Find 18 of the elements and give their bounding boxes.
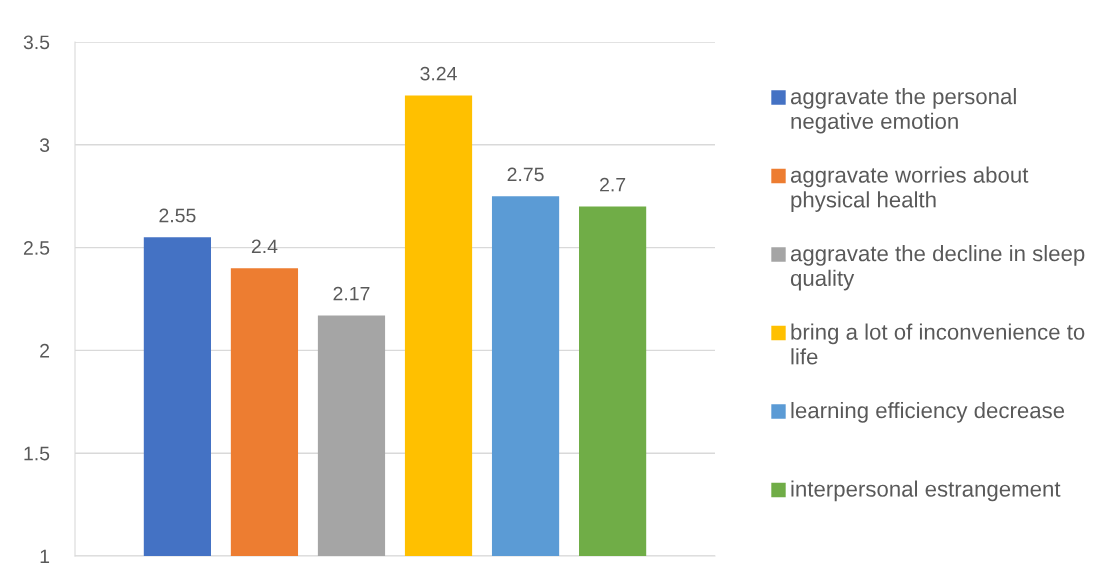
data-label: 2.55: [159, 208, 196, 223]
legend-label: aggravate the personal negative emotion: [790, 88, 1016, 134]
data-label: 2.17: [333, 286, 370, 301]
legend-label: bring a lot of inconvenience to life: [791, 323, 1085, 365]
y-tick-label: 2.5: [23, 241, 50, 255]
y-tick-label: 3.5: [23, 35, 50, 50]
legend-label: interpersonal estrangement: [791, 480, 1061, 502]
data-label: 3.24: [420, 66, 457, 81]
data-label: 2.75: [507, 167, 544, 182]
y-tick-label: 2: [40, 343, 50, 358]
legend-label: aggravate the decline in sleep quality: [790, 245, 1085, 291]
data-label: 2.4: [251, 239, 278, 254]
data-label: 2.7: [600, 177, 626, 192]
y-tick-label: 1: [40, 549, 50, 564]
y-tick-label: 1.5: [24, 446, 50, 461]
legend-label: aggravate worries about physical health: [790, 166, 1029, 212]
legend-label: learning efficiency decrease: [791, 402, 1065, 423]
y-tick-label: 3: [39, 138, 50, 153]
